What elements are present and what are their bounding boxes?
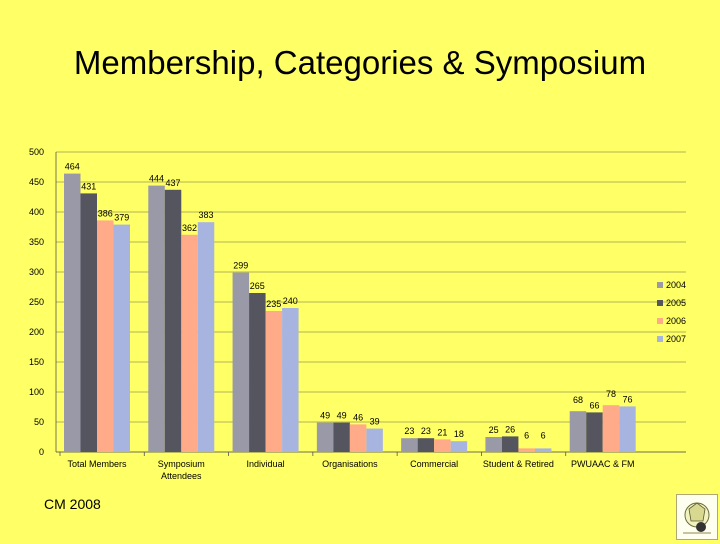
data-label: 68 [573, 395, 583, 405]
x-tick-label: Organisations [322, 459, 378, 469]
data-label: 299 [233, 261, 248, 271]
y-tick-label: 250 [29, 297, 44, 307]
legend-label: 2006 [666, 316, 686, 326]
bar [586, 412, 603, 452]
bar [113, 224, 130, 452]
bar [569, 411, 587, 452]
data-label: 21 [437, 427, 447, 437]
footer-label: CM 2008 [44, 496, 101, 512]
bar [232, 272, 250, 452]
bar [401, 438, 418, 452]
slide-title: Membership, Categories & Symposium [73, 44, 647, 81]
y-tick-label: 100 [29, 387, 44, 397]
bar [164, 189, 182, 453]
y-tick-label: 200 [29, 327, 44, 337]
data-label: 23 [421, 426, 431, 436]
x-tick-label: Individual [247, 459, 285, 469]
x-tick-label: Total Members [67, 459, 127, 469]
data-label: 235 [266, 299, 281, 309]
data-label: 26 [505, 424, 515, 434]
y-tick-label: 0 [39, 447, 44, 457]
data-label: 265 [250, 281, 265, 291]
data-label: 362 [182, 223, 197, 233]
bar [181, 234, 198, 452]
legend-swatch [657, 300, 663, 306]
y-tick-label: 500 [29, 147, 44, 157]
data-label: 76 [622, 394, 632, 404]
data-label: 18 [454, 429, 464, 439]
data-label: 49 [320, 411, 330, 421]
data-label: 23 [404, 426, 414, 436]
bar [333, 422, 350, 452]
x-tick-label: Commercial [410, 459, 458, 469]
bar [349, 424, 367, 452]
y-tick-label: 400 [29, 207, 44, 217]
bar [501, 436, 519, 452]
bar [197, 222, 215, 452]
y-tick-label: 350 [29, 237, 44, 247]
bar [602, 405, 620, 452]
legend-label: 2004 [666, 280, 686, 290]
x-tick-label: Attendees [161, 471, 202, 481]
y-tick-label: 300 [29, 267, 44, 277]
bar [249, 293, 266, 452]
data-label: 383 [199, 210, 214, 220]
bar [417, 438, 435, 452]
bar [434, 439, 451, 452]
data-label: 66 [589, 400, 599, 410]
data-label: 240 [283, 296, 298, 306]
x-tick-label: Symposium [158, 459, 205, 469]
bar [64, 173, 81, 452]
data-label: 386 [98, 208, 113, 218]
legend-label: 2005 [666, 298, 686, 308]
data-label: 39 [370, 417, 380, 427]
data-label: 464 [65, 162, 80, 172]
bar [148, 185, 165, 452]
data-label: 46 [353, 412, 363, 422]
bar [265, 311, 283, 452]
data-label: 444 [149, 174, 164, 184]
bar [282, 308, 299, 452]
bar [366, 428, 383, 452]
organization-logo-icon [676, 494, 718, 540]
data-label: 379 [114, 213, 129, 223]
bar [450, 441, 468, 452]
data-label: 431 [81, 181, 96, 191]
x-tick-label: PWUAAC & FM [571, 459, 635, 469]
data-label: 78 [606, 389, 616, 399]
legend-label: 2007 [666, 334, 686, 344]
legend-swatch [657, 318, 663, 324]
bar [97, 220, 114, 452]
bar [518, 448, 535, 452]
data-label: 49 [337, 411, 347, 421]
bar [485, 437, 502, 452]
x-tick-label: Student & Retired [483, 459, 554, 469]
y-tick-label: 50 [34, 417, 44, 427]
data-label: 6 [524, 430, 529, 440]
bar [316, 422, 334, 452]
data-label: 6 [541, 430, 546, 440]
legend-swatch [657, 336, 663, 342]
bar [80, 193, 97, 452]
legend-swatch [657, 282, 663, 288]
data-label: 25 [489, 425, 499, 435]
y-tick-label: 150 [29, 357, 44, 367]
bar [534, 448, 552, 452]
y-tick-label: 450 [29, 177, 44, 187]
bar [619, 406, 636, 452]
data-label: 437 [166, 178, 181, 188]
